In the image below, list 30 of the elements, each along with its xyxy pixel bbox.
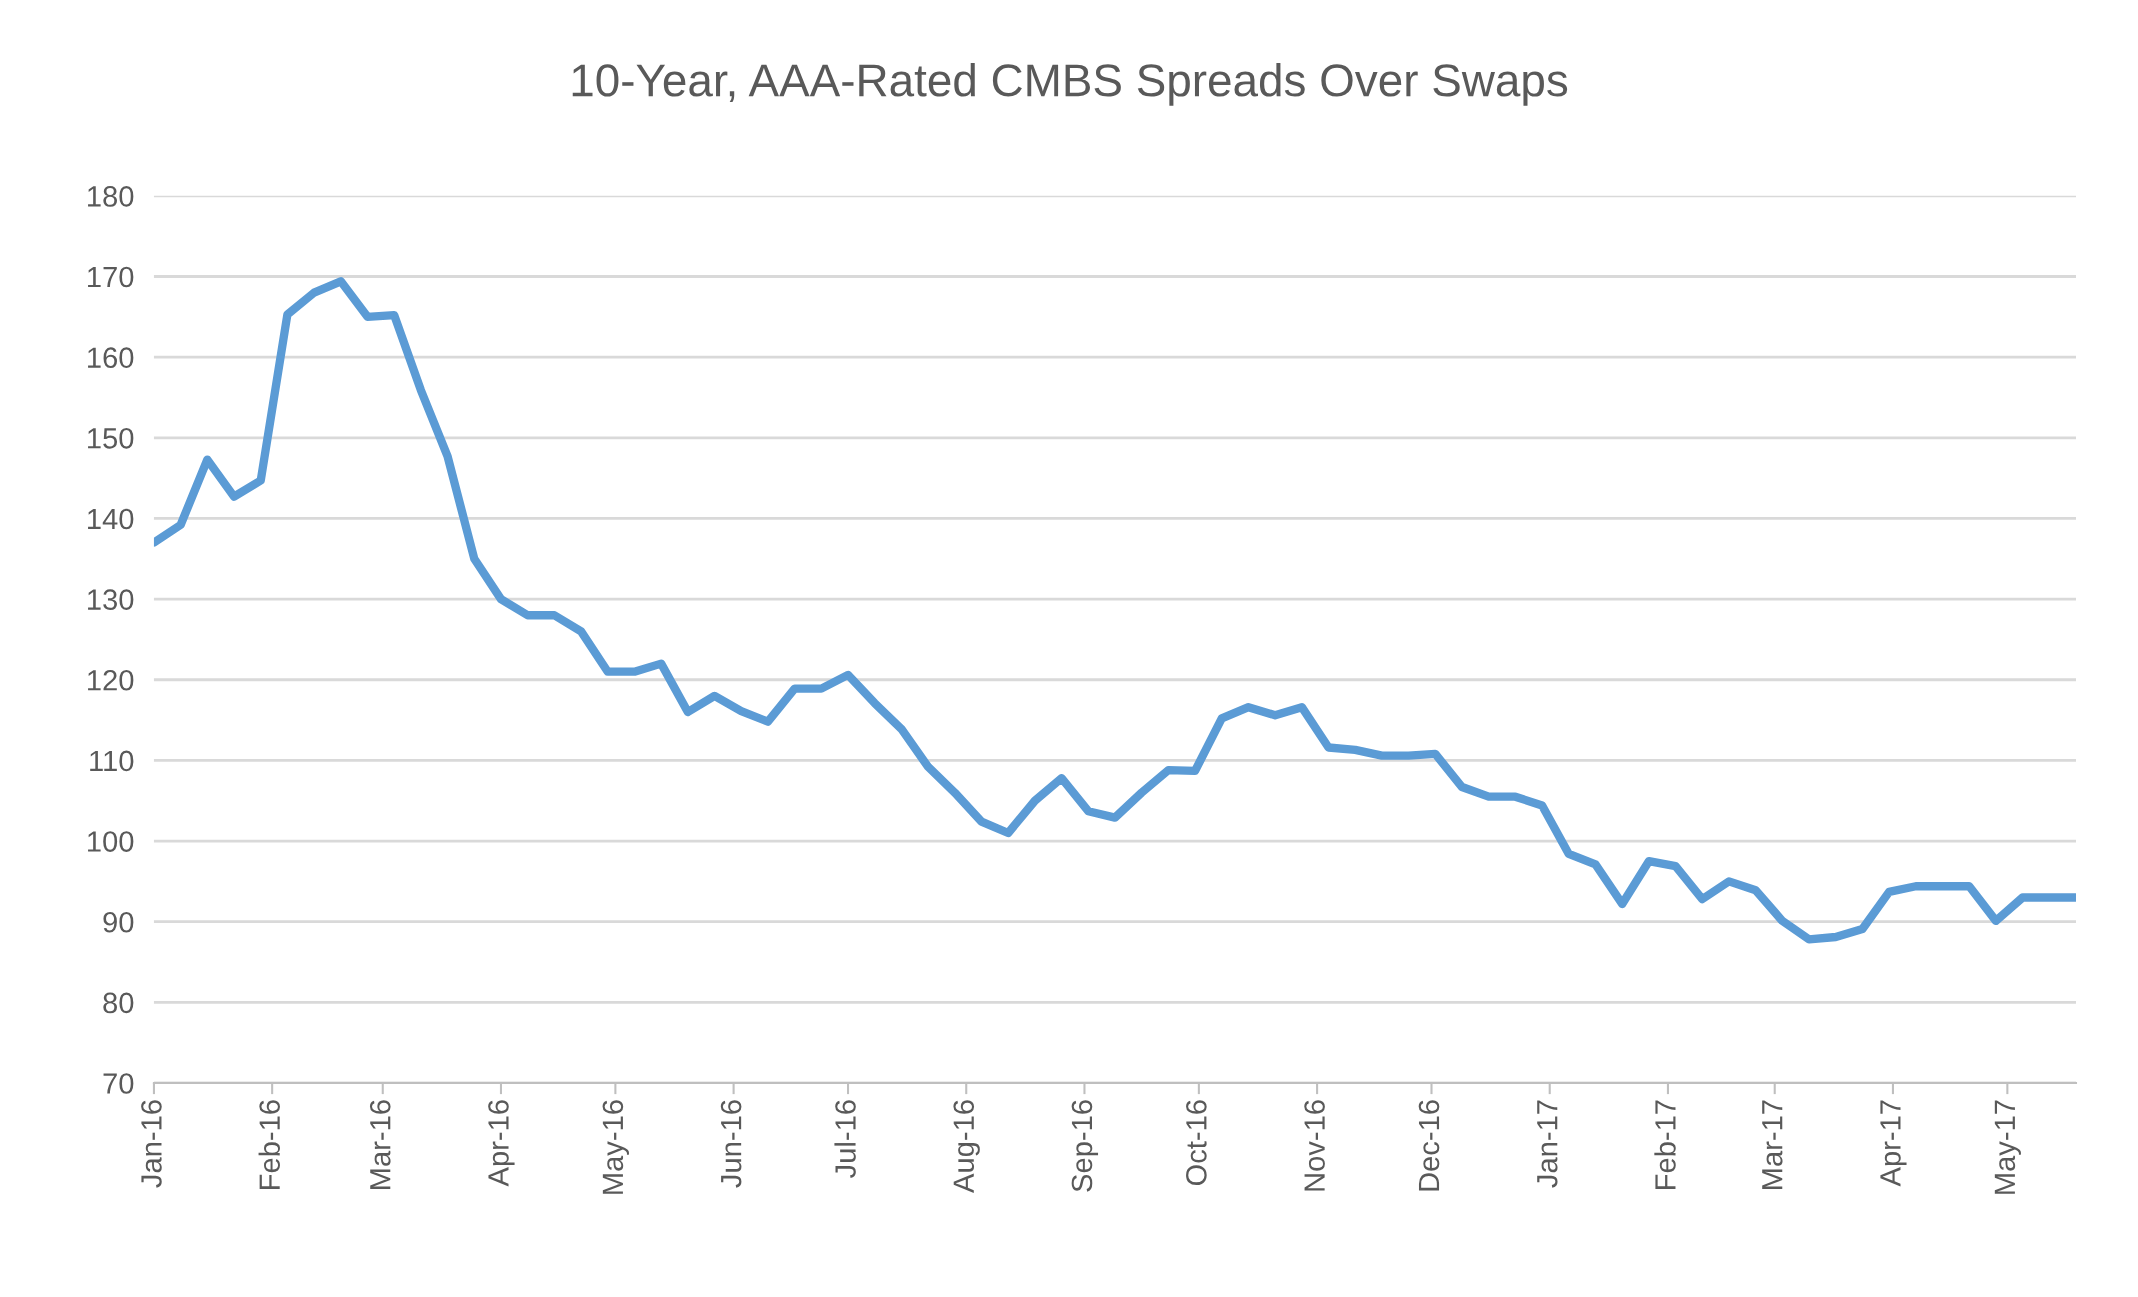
y-tick-label: 110 [90,750,134,772]
x-tick-label: Apr-17 [1880,1100,1907,1187]
x-tick-label: Jan-17 [1537,1100,1558,1188]
x-tick-label: Jul-16 [834,1100,856,1178]
x-tick-label: May-17 [1994,1100,2021,1194]
x-tick-label: Jun-16 [720,1100,742,1188]
y-tick-label: 130 [88,589,134,610]
y-tick-label: 160 [88,347,134,368]
x-tick-label: Mar-16 [369,1100,391,1189]
x-tick-label: May-16 [602,1100,629,1194]
chart-title: 10-Year, AAA-Rated CMBS Spreads Over Swaps [572,62,1568,106]
x-tick-label: Mar-17 [1762,1100,1783,1189]
y-tick-label: 170 [88,266,134,288]
x-tick-label: Apr-16 [488,1100,515,1187]
y-tick-label: 100 [88,831,134,852]
y-tick-label: 80 [103,992,134,1014]
x-tick-label: Feb-16 [258,1100,280,1189]
y-tick-label: 70 [103,1073,134,1094]
x-tick-label: Feb-17 [1654,1100,1676,1189]
y-tick-label: 90 [103,911,134,933]
x-tick-label: Aug-16 [953,1100,980,1193]
y-tick-label: 140 [88,508,134,530]
y-tick-label: 180 [88,186,134,207]
x-tick-label: Sep-16 [1071,1100,1099,1192]
x-tick-label: Jan-16 [141,1100,162,1188]
x-tick-label: Oct-16 [1186,1100,1207,1186]
y-tick-label: 120 [88,669,134,691]
x-tick-label: Dec-16 [1418,1100,1440,1191]
x-tick-label: Nov-16 [1304,1100,1325,1191]
y-tick-label: 150 [88,428,134,449]
